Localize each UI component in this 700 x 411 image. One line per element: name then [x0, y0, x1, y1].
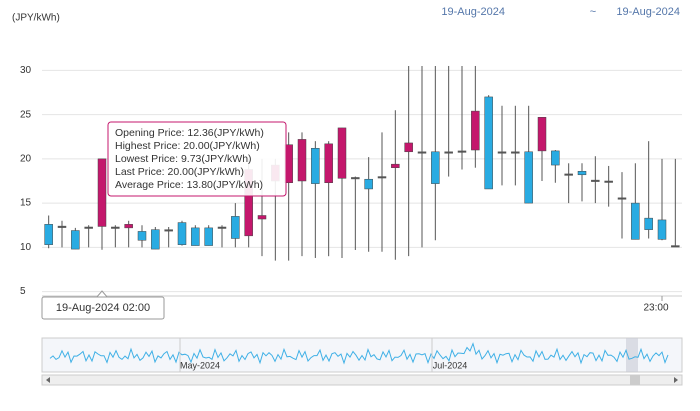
candle-body — [497, 151, 507, 154]
y-axis-label: (JPY/kWh) — [12, 13, 60, 24]
candle-body — [591, 179, 600, 182]
tooltip-line: Lowest Price: 9.73(JPY/kWh) — [115, 153, 252, 165]
candle-body — [564, 173, 573, 176]
candle-body — [431, 151, 440, 184]
candle-body — [44, 224, 53, 245]
candle-body — [84, 226, 93, 229]
candle-body — [57, 225, 67, 228]
y-tick-label: 15 — [20, 198, 32, 209]
range-from: 19-Aug-2024 — [441, 6, 505, 18]
navigator-label: Jul-2024 — [433, 360, 468, 370]
range-separator: ~ — [590, 6, 596, 18]
candle-body — [177, 222, 187, 245]
candle-body — [337, 127, 347, 179]
candle-body — [311, 147, 320, 184]
candle-body — [444, 151, 453, 154]
navigator-label: May-2024 — [180, 360, 220, 370]
candle-body — [204, 227, 213, 246]
scrollbar[interactable] — [41, 374, 683, 386]
tooltip — [107, 121, 287, 197]
candle-body — [404, 142, 413, 153]
candle-body — [551, 150, 560, 166]
scrollbar-thumb[interactable] — [630, 375, 640, 385]
candle-body — [377, 176, 387, 179]
tooltip-line: Opening Price: 12.36(JPY/kWh) — [115, 127, 264, 139]
scroll-right[interactable] — [674, 377, 678, 383]
candle-body — [657, 219, 667, 240]
candle-body — [537, 117, 547, 152]
y-tick-label: 5 — [20, 286, 26, 297]
candle-body — [257, 215, 267, 220]
navigator-handle[interactable] — [626, 338, 638, 372]
candle-body — [577, 171, 587, 176]
candle-body — [137, 231, 147, 241]
candle-body — [351, 177, 360, 180]
candle-body — [671, 245, 680, 248]
candle-body — [604, 180, 613, 183]
candle-body — [631, 202, 640, 240]
candle-body — [511, 151, 520, 154]
candle-body — [471, 110, 480, 151]
candle-body — [231, 216, 240, 239]
candle-body — [391, 163, 400, 168]
candle-body — [324, 143, 333, 184]
candle-body — [417, 151, 427, 154]
y-tick-label: 10 — [20, 242, 32, 253]
candle-body — [71, 230, 80, 250]
tooltip-line: Last Price: 20.00(JPY/kWh) — [115, 166, 244, 178]
candle-body — [217, 226, 227, 229]
x-tooltip-label: 19-Aug-2024 02:00 — [56, 302, 150, 314]
tooltip-line: Average Price: 13.80(JPY/kWh) — [115, 179, 263, 191]
y-tick-label: 20 — [20, 154, 32, 165]
candle-body — [124, 224, 133, 229]
candle-body — [484, 96, 493, 190]
y-tick-label: 30 — [20, 65, 32, 76]
candle-body — [111, 226, 120, 229]
x-tick-label: 23:00 — [643, 303, 668, 314]
candle-body — [457, 150, 467, 153]
candle-body — [297, 139, 307, 182]
candle-body — [151, 229, 160, 250]
candle-body — [191, 227, 200, 246]
x-tooltip — [41, 296, 165, 320]
range-to: 19-Aug-2024 — [616, 6, 680, 18]
y-tick-label: 25 — [20, 109, 32, 120]
candle-body — [617, 197, 627, 200]
candle-body — [164, 229, 173, 232]
candle-body — [524, 151, 533, 204]
candle-body — [644, 217, 653, 230]
navigator-line — [49, 342, 669, 365]
candle-body — [364, 178, 373, 190]
candle-body — [97, 158, 107, 227]
tooltip-line: Highest Price: 20.00(JPY/kWh) — [115, 140, 260, 152]
scroll-left[interactable] — [46, 377, 50, 383]
